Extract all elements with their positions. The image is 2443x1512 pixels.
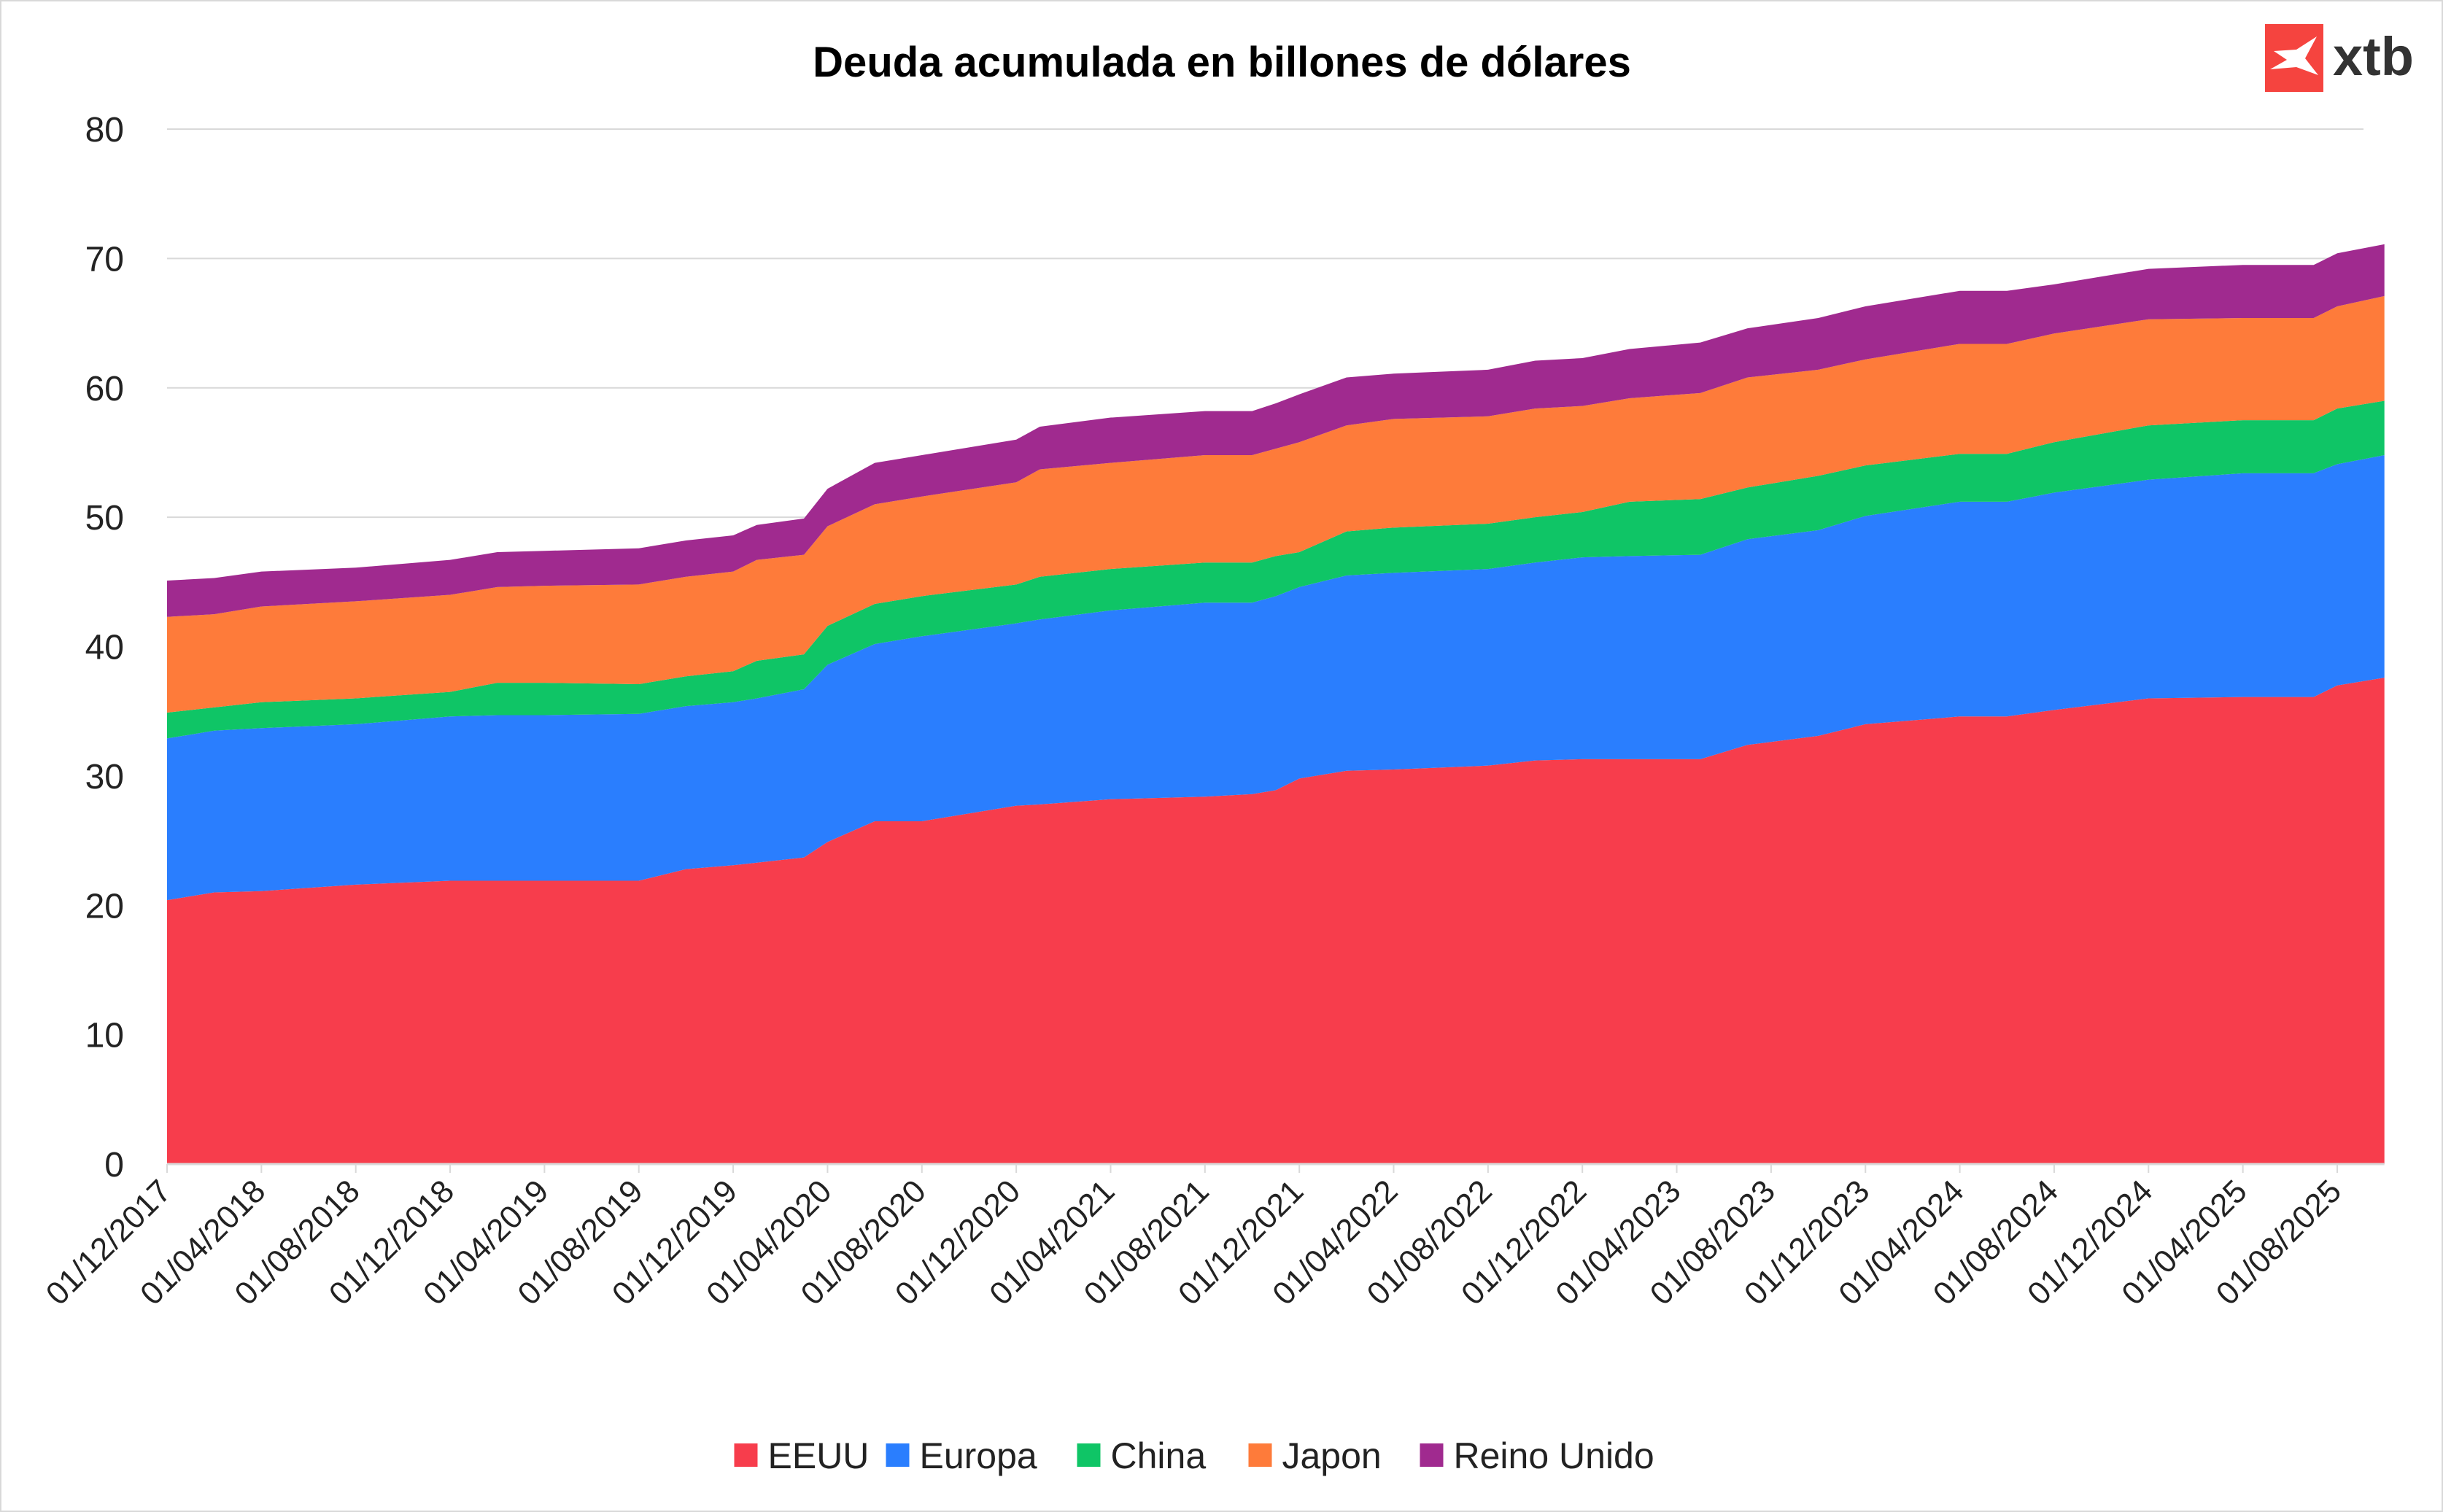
xtb-logo-x-icon <box>2270 36 2318 75</box>
legend-swatch <box>1248 1443 1272 1467</box>
y-tick-label: 80 <box>85 111 124 150</box>
legend-label: Europa <box>920 1435 1037 1476</box>
chart-title: Deuda acumulada en billones de dólares <box>813 39 1631 86</box>
area-japon <box>167 295 2385 713</box>
y-tick-label: 30 <box>85 758 124 796</box>
legend-item-eeuu: EEUU <box>734 1435 870 1476</box>
xtb-logo-text: xtb <box>2333 26 2414 87</box>
legend-swatch <box>734 1443 758 1467</box>
legend-label: Japon <box>1282 1435 1382 1476</box>
area-eeuu <box>167 678 2385 1164</box>
legend-swatch <box>1077 1443 1101 1467</box>
y-tick-label: 60 <box>85 370 124 408</box>
legend-label: EEUU <box>768 1435 870 1476</box>
legend-label: China <box>1111 1435 1207 1476</box>
legend-label: Reino Unido <box>1454 1435 1654 1476</box>
xtb-logo: xtb <box>2265 24 2414 92</box>
legend-swatch <box>1420 1443 1444 1467</box>
y-tick-label: 10 <box>85 1017 124 1055</box>
y-tick-label: 70 <box>85 240 124 279</box>
area-europa <box>167 454 2385 901</box>
legend-swatch <box>886 1443 910 1467</box>
y-tick-label: 0 <box>104 1146 124 1185</box>
legend-item-europa: Europa <box>886 1435 1037 1476</box>
y-tick-label: 40 <box>85 629 124 667</box>
area-reino-unido <box>167 244 2385 617</box>
area-china <box>167 400 2385 739</box>
legend-item-reino-unido: Reino Unido <box>1420 1435 1654 1476</box>
y-tick-label: 50 <box>85 499 124 538</box>
legend-item-japon: Japon <box>1248 1435 1382 1476</box>
legend-item-china: China <box>1077 1435 1207 1476</box>
y-tick-label: 20 <box>85 887 124 926</box>
